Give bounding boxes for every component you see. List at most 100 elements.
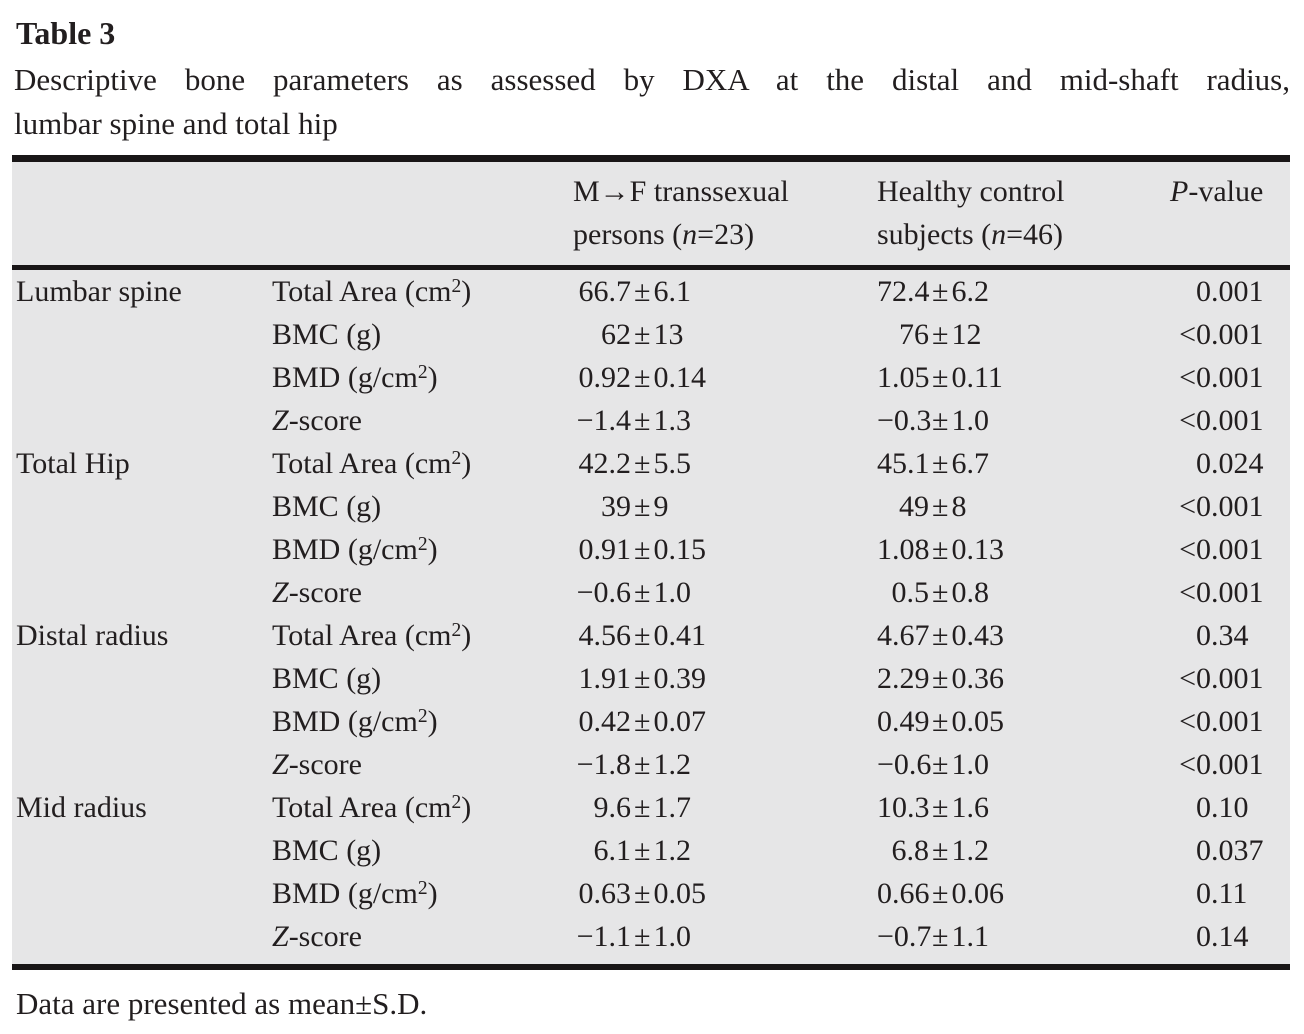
plus-minus-sign: ± [932,533,949,566]
sd-value: 12 [951,318,982,351]
value-hc: −0.7± 1.1 [877,915,1170,958]
parameter-label: BMD (g/cm2) [272,705,438,738]
region-label [12,743,272,786]
p-number: 0.001 [1196,533,1264,566]
header-col-control-group: Healthy control subjects (n=46) [877,170,1170,265]
sd-value: 1.0 [951,748,989,781]
table-background [12,162,1290,964]
less-than-sign: < [1179,490,1196,523]
value-mf: −1.4 ±1.3 [573,399,877,442]
superscript: 2 [451,276,462,298]
plus-minus-sign: ± [634,791,651,824]
sd-value: 0.15 [653,533,706,566]
mean-value: 0.92 [578,361,632,394]
value-mf: −1.8 ±1.2 [573,743,877,786]
mean-value: 42.2 [578,447,632,480]
mean-value: −0.3 [877,404,932,437]
mean-value: 0.5 [891,576,930,609]
value-mf: 39 ±9 [573,485,877,528]
p-number: 0.001 [1196,361,1264,394]
mean-value: 72.4 [877,275,930,308]
table-caption-line2: lumbar spine and total hip [14,106,338,141]
value-mf: 9.6 ±1.7 [573,786,877,829]
table-row: BMD (g/cm2) 0.91 ±0.15 1.08± 0.13 <0.001 [12,528,1290,571]
less-than-sign: < [1179,576,1196,609]
value-mf: −0.6 ±1.0 [573,571,877,614]
mean-value: 45.1 [877,447,930,480]
parameter-label: BMC (g) [272,662,382,695]
plus-minus-sign: ± [932,361,949,394]
mean-value: −0.7 [877,920,932,953]
plus-minus-sign: ± [932,877,949,910]
value-hc: −0.3± 1.0 [877,399,1170,442]
plus-minus-sign: ± [634,275,651,308]
plus-minus-sign: ± [932,404,949,437]
sd-value: 0.39 [653,662,706,695]
p-value: <0.001 [1170,485,1290,528]
sd-value: 1.6 [951,791,989,824]
sd-value: 1.2 [653,748,691,781]
plus-minus-sign: ± [932,662,949,695]
p-value: 0.024 [1170,442,1290,485]
mean-value: 10.3 [877,791,930,824]
value-hc: 45.1± 6.7 [877,442,1170,485]
less-than-sign: < [1179,318,1196,351]
p-value: <0.001 [1170,356,1290,399]
table-row: BMC (g) 39 ±9 49 ±8 <0.001 [12,485,1290,528]
p-value: 0.34 [1170,614,1290,657]
parameter-label: Z-score [272,404,362,437]
value-mf: 66.7 ±6.1 [573,270,877,313]
value-mf: 1.91 ±0.39 [573,657,877,700]
plus-minus-sign: ± [932,834,949,867]
value-hc: 1.05± 0.11 [877,356,1170,399]
sd-value: 0.14 [653,361,706,394]
mean-value: 1.91 [578,662,632,695]
parameter-label: Z-score [272,920,362,953]
mean-value: 6.8 [891,834,930,867]
sd-value: 0.05 [653,877,706,910]
parameter-label: Total Area (cm2) [272,791,472,824]
mean-value: 0.49 [877,705,930,738]
value-hc: 4.67± 0.43 [877,614,1170,657]
parameter-label: BMD (g/cm2) [272,877,438,910]
sd-value: 1.2 [951,834,989,867]
table-row: Z-score −0.6 ±1.0 0.5 ±0.8 <0.001 [12,571,1290,614]
mean-value: 4.67 [877,619,930,652]
parameter-italic: Z [272,404,289,437]
header-col-region [12,170,272,265]
mean-value: 9.6 [593,791,632,824]
parameter-label: Z-score [272,748,362,781]
sd-value: 0.06 [951,877,1004,910]
plus-minus-sign: ± [634,662,651,695]
table-row: Z-score −1.1 ±1.0 −0.7± 1.1 0.14 [12,915,1290,958]
table-row: Lumbar spine Total Area (cm2) 66.7 ±6.1 72.4… [12,270,1290,313]
parameter-label: Z-score [272,576,362,609]
mean-value: −0.6 [576,576,631,609]
parameter-label: BMC (g) [272,490,382,523]
plus-minus-sign: ± [634,318,651,351]
header-body-rule [12,265,1290,270]
italic-n: n [682,218,698,251]
sd-value: 0.8 [951,576,989,609]
parameter-label: Total Area (cm2) [272,447,472,480]
mean-value: 0.42 [578,705,632,738]
parameter-italic: Z [272,748,289,781]
less-than-sign: < [1179,748,1196,781]
bottom-rule [12,964,1290,970]
plus-minus-sign: ± [634,877,651,910]
p-value: <0.001 [1170,657,1290,700]
less-than-sign: < [1179,533,1196,566]
header-mf-line1: M→F transsexual [573,175,789,208]
mean-value: −1.1 [576,920,631,953]
value-hc: 0.66± 0.06 [877,872,1170,915]
sd-value: 1.0 [951,404,989,437]
table-caption-line1: Descriptive bone parameters as assessed … [14,62,1290,97]
less-than-sign: < [1179,662,1196,695]
parameter-label: BMC (g) [272,318,382,351]
table-row: BMD (g/cm2) 0.63 ±0.05 0.66± 0.06 0.11 [12,872,1290,915]
region-label [12,313,272,356]
table-row: BMC (g) 1.91 ±0.39 2.29± 0.36 <0.001 [12,657,1290,700]
mean-value: 66.7 [578,275,632,308]
sd-value: 0.07 [653,705,706,738]
p-value: <0.001 [1170,700,1290,743]
